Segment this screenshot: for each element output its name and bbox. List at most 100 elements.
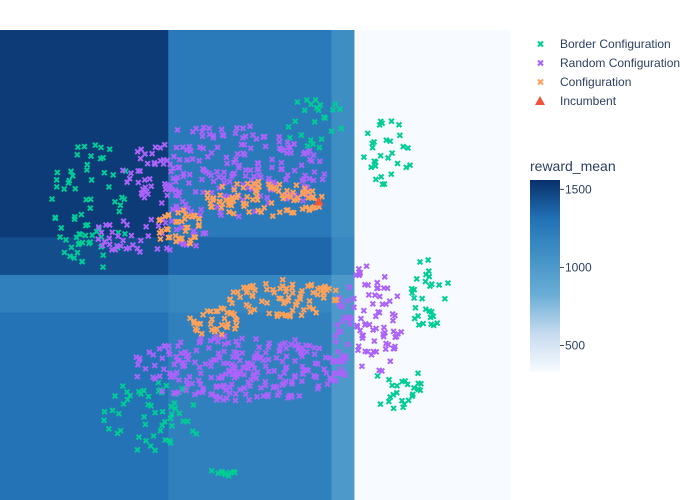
scatter-point — [380, 284, 388, 292]
scatter-point — [231, 311, 238, 318]
scatter-point — [293, 182, 300, 189]
scatter-point — [106, 241, 113, 248]
scatter-point — [361, 281, 369, 288]
scatter-point — [302, 204, 309, 211]
scatter-point — [240, 184, 247, 191]
scatter-point — [184, 356, 192, 363]
scatter-point — [157, 427, 164, 434]
scatter-point — [326, 354, 334, 361]
scatter-point — [283, 353, 290, 360]
scatter-point — [232, 397, 239, 404]
scatter-point — [53, 183, 60, 190]
legend-item[interactable]: Configuration — [537, 75, 631, 89]
scatter-point — [185, 179, 193, 187]
scatter-point — [248, 377, 255, 384]
legend-item[interactable]: Random Configuration — [537, 56, 680, 70]
scatter-point — [430, 322, 437, 329]
scatter-point — [247, 308, 254, 316]
legend-item[interactable]: Incumbent — [535, 94, 617, 108]
scatter-point — [341, 314, 348, 321]
scatter-point — [328, 128, 335, 135]
scatter-point — [301, 107, 308, 114]
scatter-point — [88, 176, 95, 184]
scatter-point — [225, 368, 233, 375]
scatter-point — [287, 193, 294, 201]
scatter-point — [199, 165, 206, 173]
scatter-point — [305, 194, 312, 201]
scatter-point — [233, 180, 241, 188]
scatter-point — [199, 311, 207, 318]
scatter-point — [89, 232, 96, 239]
scatter-point — [314, 385, 321, 392]
scatter-point — [256, 354, 263, 361]
scatter-point — [84, 161, 91, 168]
scatter-point — [323, 369, 330, 377]
scatter-point — [309, 188, 316, 195]
scatter-point — [406, 162, 414, 169]
scatter-point — [145, 393, 152, 400]
scatter-point — [146, 175, 153, 183]
scatter-point — [279, 192, 286, 199]
scatter-point — [236, 162, 243, 169]
scatter-point — [271, 289, 278, 296]
scatter-point — [299, 177, 306, 185]
scatter-point — [216, 354, 223, 361]
scatter-point — [147, 402, 155, 409]
scatter-point — [299, 363, 306, 370]
scatter-point — [176, 156, 183, 163]
scatter-point — [78, 211, 85, 218]
scatter-point — [289, 289, 296, 297]
scatter-point — [237, 368, 245, 376]
scatter-point — [207, 308, 214, 315]
scatter-point — [399, 378, 406, 385]
scatter-point — [284, 312, 291, 319]
scatter-point — [174, 174, 181, 181]
scatter-point — [196, 339, 203, 346]
scatter-point — [395, 121, 403, 128]
scatter-point — [422, 271, 430, 278]
scatter-point — [371, 292, 379, 299]
scatter-point — [266, 310, 273, 317]
scatter-point — [186, 171, 193, 178]
scatter-point — [347, 316, 354, 323]
scatter-point — [249, 131, 257, 139]
scatter-point — [413, 275, 420, 282]
heatmap-background — [0, 30, 511, 500]
scatter-point — [206, 125, 213, 132]
scatter-point — [175, 389, 182, 396]
scatter-point — [87, 205, 94, 212]
scatter-point — [232, 390, 239, 398]
scatter-point — [382, 346, 389, 353]
scatter-point — [221, 341, 228, 348]
scatter-point — [370, 138, 378, 146]
scatter-point — [166, 246, 173, 254]
scatter-point — [83, 196, 90, 203]
scatter-point — [240, 284, 247, 291]
scatter-point — [266, 339, 273, 347]
scatter-point — [220, 348, 228, 355]
scatter-point — [307, 136, 314, 144]
scatter-point — [232, 156, 239, 163]
scatter-point — [197, 370, 204, 377]
scatter-point — [97, 144, 105, 151]
scatter-point — [101, 169, 108, 176]
scatter-point — [61, 185, 68, 193]
scatter-point — [387, 138, 394, 145]
scatter-point — [188, 380, 196, 387]
scatter-point — [290, 209, 297, 216]
scatter-point — [167, 182, 174, 189]
scatter-point — [273, 354, 280, 362]
scatter-point — [192, 125, 200, 132]
scatter-point — [268, 156, 276, 163]
scatter-point — [83, 166, 91, 174]
scatter-point — [374, 308, 382, 316]
scatter-point — [227, 196, 234, 203]
scatter-point — [186, 143, 193, 150]
scatter-point — [296, 294, 303, 301]
scatter-point — [87, 152, 95, 160]
scatter-point — [198, 206, 205, 213]
legend-item[interactable]: Border Configuration — [537, 37, 671, 51]
scatter-point — [254, 369, 261, 376]
scatter-point — [223, 154, 230, 161]
scatter-point — [213, 308, 220, 315]
